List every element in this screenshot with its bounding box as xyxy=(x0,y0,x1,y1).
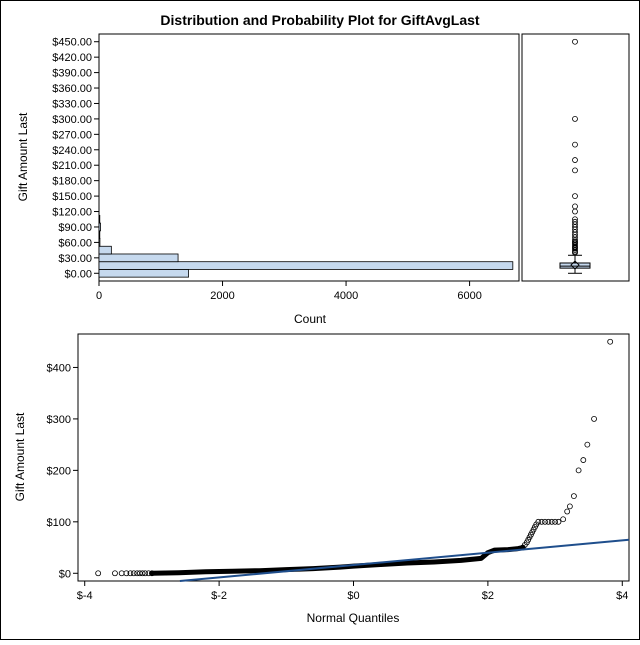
qq-point xyxy=(545,518,552,525)
qq-reference-line xyxy=(179,538,630,582)
qq-y-tick-label: $400 xyxy=(47,362,71,374)
qq-point xyxy=(584,441,591,448)
qq-point xyxy=(130,570,137,577)
qq-point xyxy=(607,338,614,345)
histogram-y-tick-label: $90.00 xyxy=(58,222,92,234)
qq-point xyxy=(548,518,555,525)
qq-y-label: Gift Amount Last xyxy=(13,412,27,501)
boxplot-outlier xyxy=(572,216,578,223)
qq-points xyxy=(95,338,614,577)
boxplot-outlier xyxy=(572,167,578,174)
qq-point xyxy=(145,570,152,577)
boxplot-outlier xyxy=(572,238,578,245)
histogram-x-axis: 0 2000 4000 6000 xyxy=(96,281,482,302)
histogram-y-tick-label: $270.00 xyxy=(52,129,92,141)
histogram-y-tick-label: $210.00 xyxy=(52,160,92,172)
histogram-y-tick-label: $300.00 xyxy=(52,114,92,126)
boxplot-outlier xyxy=(572,38,578,45)
qq-point xyxy=(552,518,558,525)
boxplot-outlier xyxy=(572,218,578,225)
qq-point xyxy=(555,518,562,525)
histogram-x-label: Count xyxy=(294,312,327,326)
qq-point xyxy=(580,457,587,463)
qq-x-axis: $-4 $-2 $0 $2 $4 xyxy=(77,581,628,602)
qq-point xyxy=(139,570,146,577)
histogram-bar xyxy=(98,269,189,278)
boxplot-frame xyxy=(521,33,630,282)
histogram-y-tick-label: $390.00 xyxy=(52,68,92,80)
qq-point xyxy=(538,518,545,525)
qq-point xyxy=(566,503,573,510)
chart-title: Distribution and Probability Plot for Gi… xyxy=(160,12,479,28)
qq-point xyxy=(575,467,582,474)
qq-data-band xyxy=(149,545,526,576)
boxplot-outlier xyxy=(572,193,578,199)
histogram-y-tick-label: $450.00 xyxy=(52,37,92,49)
histogram-y-tick-label: $60.00 xyxy=(58,237,92,249)
qq-point xyxy=(95,570,102,577)
qq-x-tick-label: $-2 xyxy=(211,590,227,602)
qq-x-tick-label: $4 xyxy=(616,590,628,602)
qq-y-tick-label: $0 xyxy=(59,568,71,580)
histogram-bars xyxy=(98,214,514,278)
histogram-y-axis: $0.00 $30.00 $60.00 $90.00 $120.00 $150.00 $18… xyxy=(52,37,99,280)
histogram-x-tick-label: 6000 xyxy=(457,290,481,302)
qq-x-tick-label: $-4 xyxy=(77,590,93,602)
histogram-bar xyxy=(98,214,101,224)
qq-point xyxy=(123,570,130,577)
qq-y-tick-label: $200 xyxy=(47,465,71,477)
histogram-y-tick-label: $360.00 xyxy=(52,83,92,95)
qq-dense-points xyxy=(149,545,526,576)
boxplot-box xyxy=(559,262,591,269)
qq-point xyxy=(591,416,597,422)
qq-point xyxy=(127,570,134,577)
histogram-y-label: Gift Amount Last xyxy=(16,112,30,201)
qq-point xyxy=(535,518,542,525)
qq-x-label: Normal Quantiles xyxy=(307,611,400,625)
histogram-bar xyxy=(98,230,101,239)
histogram-bar xyxy=(98,253,179,263)
histogram-y-tick-label: $180.00 xyxy=(52,176,92,188)
qq-point xyxy=(571,493,577,499)
histogram-y-tick-label: $330.00 xyxy=(52,98,92,110)
boxplot-mean-marker xyxy=(570,260,580,270)
histogram-panel: $0.00 $30.00 $60.00 $90.00 $120.00 $150.00 $18… xyxy=(16,33,520,326)
histogram-y-tick-label: $150.00 xyxy=(52,191,92,203)
histogram-bar xyxy=(98,222,101,232)
histogram-y-tick-label: $30.00 xyxy=(58,253,92,265)
qq-point xyxy=(560,516,567,523)
histogram-bar xyxy=(98,245,112,255)
qq-x-tick-label: $2 xyxy=(482,590,494,602)
boxplot-marks xyxy=(559,38,591,274)
boxplot-outlier xyxy=(572,116,578,122)
histogram-y-tick-label: $0.00 xyxy=(64,268,92,280)
histogram-bar xyxy=(98,261,514,270)
histogram-y-tick-label: $240.00 xyxy=(52,145,92,157)
qq-normal-line xyxy=(179,538,630,582)
qq-y-axis: $0 $100 $200 $300 $400 xyxy=(47,362,78,580)
qq-y-tick-label: $100 xyxy=(47,517,71,529)
histogram-bar xyxy=(98,238,101,247)
qq-point xyxy=(142,570,149,577)
histogram-y-tick-label: $420.00 xyxy=(52,52,92,64)
qq-y-tick-label: $300 xyxy=(47,414,71,426)
boxplot-outlier xyxy=(572,157,578,163)
qq-point xyxy=(112,570,118,577)
histogram-y-tick-label: $120.00 xyxy=(52,207,92,219)
histogram-x-tick-label: 4000 xyxy=(334,290,358,302)
qq-point xyxy=(542,518,548,525)
histogram-frame xyxy=(98,33,520,282)
qq-point xyxy=(149,570,155,577)
boxplot-outlier xyxy=(572,203,578,210)
histogram-x-tick-label: 0 xyxy=(96,290,102,302)
qq-x-tick-label: $0 xyxy=(347,590,359,602)
qq-plot-panel: $0 $100 $200 $300 $400 $-4 $-2 $0 $2 $4 Normal Q… xyxy=(13,333,630,625)
boxplot-panel xyxy=(521,33,630,282)
qq-point xyxy=(564,508,571,515)
histogram-x-tick-label: 2000 xyxy=(210,290,234,302)
boxplot-outlier xyxy=(572,141,578,148)
